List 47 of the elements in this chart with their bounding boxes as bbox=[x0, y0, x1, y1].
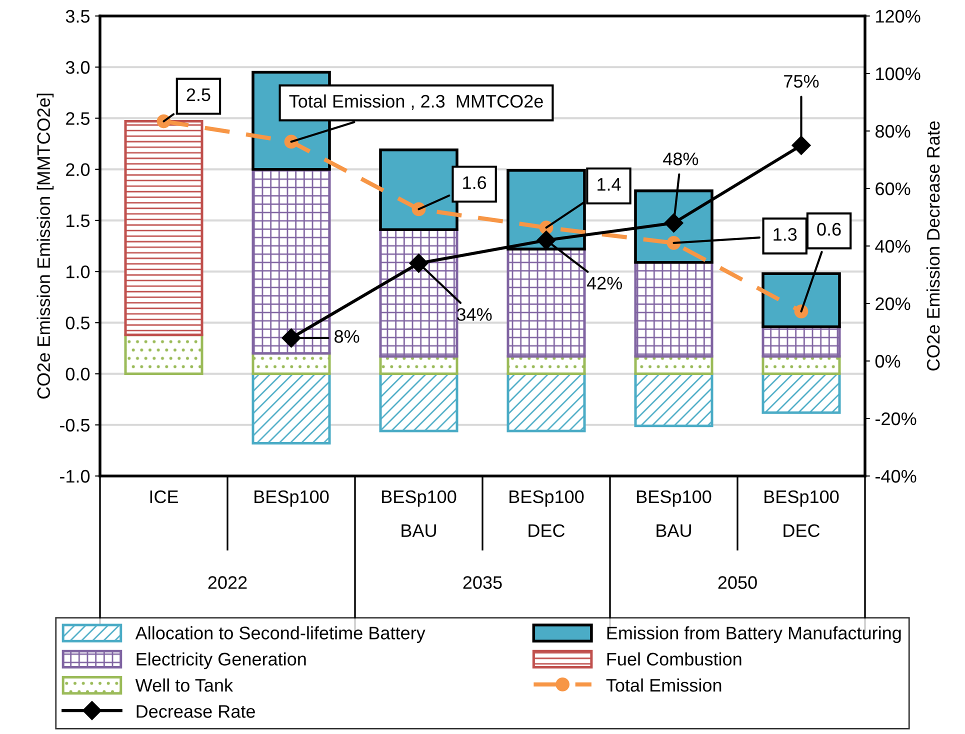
y-tick-label: 2.0 bbox=[66, 163, 90, 176]
y2-tick-label: 20% bbox=[876, 297, 910, 310]
data-label: 48% bbox=[663, 152, 698, 166]
x-tick-label: BESp100 DEC bbox=[510, 490, 584, 537]
legend-label: Fuel Combustion bbox=[607, 652, 742, 666]
x-tick-label: BESp100 DEC bbox=[764, 490, 839, 537]
y-tick-label: 0.0 bbox=[66, 368, 90, 380]
y2-tick-label: 0% bbox=[875, 354, 900, 368]
data-label: 75% bbox=[784, 75, 819, 88]
text: 2035 bbox=[463, 576, 502, 589]
data-label: 0.6 bbox=[817, 222, 841, 236]
x-tick-label: BESp100 BAU bbox=[382, 490, 456, 537]
y2-tick-label: -20% bbox=[876, 412, 916, 426]
y2-tick-label: 40% bbox=[875, 240, 910, 253]
legend-label: Decrease Rate bbox=[136, 705, 255, 718]
y2-tick-label: 80% bbox=[876, 124, 910, 138]
y-tick-label: -0.5 bbox=[60, 418, 90, 432]
y-tick-label: 1.5 bbox=[66, 214, 90, 228]
x-tick-label: BESp100 BAU bbox=[637, 490, 712, 537]
y-tick-label: 3.5 bbox=[66, 10, 90, 23]
data-label: Total Emission , 2.3 MMTCO2e bbox=[289, 94, 543, 110]
data-label: 1.4 bbox=[598, 178, 621, 191]
y2-tick-label: 100% bbox=[876, 67, 920, 80]
y2-tick-label: -40% bbox=[876, 470, 916, 483]
y-tick-label: 3.0 bbox=[66, 61, 90, 74]
x-tick-label: BESp100 bbox=[254, 490, 329, 507]
data-label: 42% bbox=[586, 276, 622, 290]
legend-label: Electricity Generation bbox=[136, 652, 306, 670]
data-label: 8% bbox=[334, 330, 360, 343]
x-tick-label: ICE bbox=[150, 490, 178, 504]
legend-label: Well to Tank bbox=[135, 678, 234, 692]
text: 2050 bbox=[718, 576, 757, 589]
legend-label: Emission from Battery Manufacturing bbox=[607, 626, 901, 644]
data-label: 1.3 bbox=[774, 228, 797, 241]
y-tick-label: -1.0 bbox=[60, 470, 90, 483]
text: 2022 bbox=[208, 576, 247, 589]
y-axis-title: CO2e Emission Emission [MMTCO2e] bbox=[36, 94, 54, 399]
y-tick-label: 0.5 bbox=[66, 316, 90, 330]
y2-axis-title: CO2e Emission Decrease Rate bbox=[926, 121, 940, 371]
y2-tick-label: 120% bbox=[876, 10, 920, 23]
y2-tick-label: 60% bbox=[876, 182, 910, 196]
data-label: 2.5 bbox=[186, 88, 210, 102]
data-label: 1.6 bbox=[463, 176, 486, 190]
y-tick-label: 1.0 bbox=[66, 265, 90, 278]
legend-label: Allocation to Second-lifetime Battery bbox=[135, 626, 426, 644]
y-tick-label: 2.5 bbox=[66, 112, 90, 125]
legend-label: Total Emission bbox=[606, 678, 722, 692]
